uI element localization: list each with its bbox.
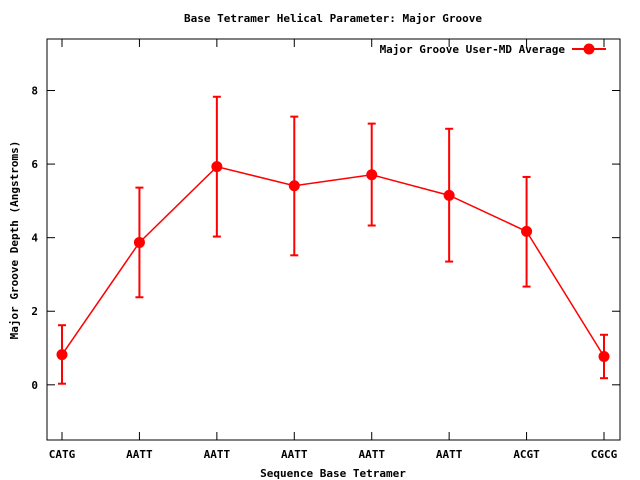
chart-title: Base Tetramer Helical Parameter: Major G… (184, 12, 482, 25)
y-tick-label: 8 (31, 85, 38, 98)
y-tick-label: 0 (31, 379, 38, 392)
x-axis: CATG AATT AATT AATT AATT AATT ACGT CGCG (49, 39, 618, 461)
legend: Major Groove User-MD Average (380, 43, 606, 56)
x-tick-label: CATG (49, 448, 76, 461)
legend-marker (583, 43, 595, 55)
series-line (61, 165, 605, 357)
data-point (133, 236, 145, 248)
data-point (598, 350, 610, 362)
data-point (521, 225, 533, 237)
data-point (56, 349, 68, 361)
x-axis-label: Sequence Base Tetramer (260, 467, 406, 480)
x-tick-label: AATT (281, 448, 308, 461)
x-tick-label: AATT (436, 448, 463, 461)
data-point (366, 169, 378, 181)
y-tick-label: 2 (31, 305, 38, 318)
y-tick-label: 6 (31, 158, 38, 171)
x-tick-label: ACGT (513, 448, 540, 461)
data-point (443, 189, 455, 201)
x-tick-label: AATT (358, 448, 385, 461)
series-layer (56, 95, 610, 385)
y-axis: 0 2 4 6 8 (31, 85, 620, 392)
y-axis-label: Major Groove Depth (Angstroms) (8, 141, 21, 340)
x-tick-label: AATT (204, 448, 231, 461)
data-point (211, 161, 223, 173)
x-tick-label: CGCG (591, 448, 618, 461)
data-point (288, 180, 300, 192)
x-tick-label: AATT (126, 448, 153, 461)
y-tick-label: 4 (31, 232, 38, 245)
plot-frame (46, 38, 621, 441)
legend-label: Major Groove User-MD Average (380, 43, 566, 56)
